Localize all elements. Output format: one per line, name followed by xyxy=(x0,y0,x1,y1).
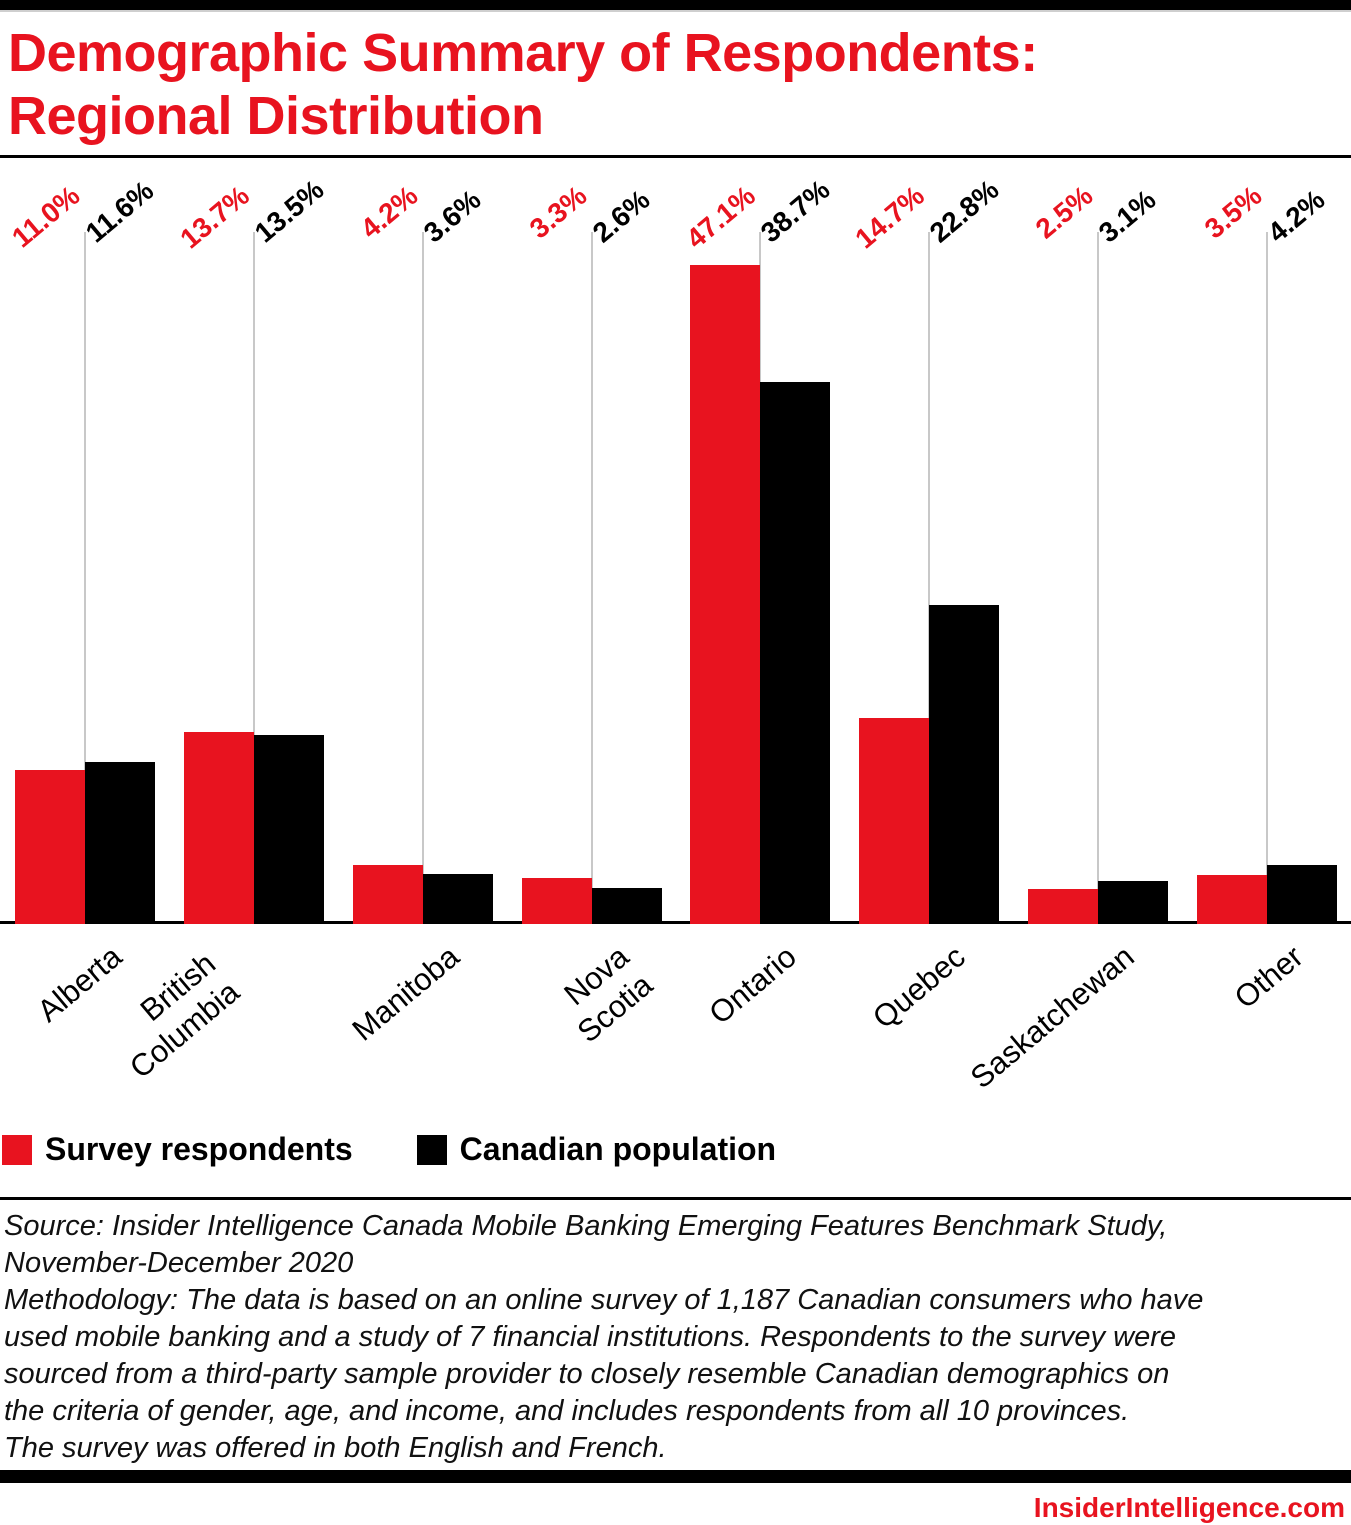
bar-population-alberta xyxy=(85,762,155,924)
x-axis-line xyxy=(0,921,1351,924)
value-label-survey-saskatchewan: 2.5% xyxy=(1029,179,1099,245)
x-label-ontario: Ontario xyxy=(702,938,804,1031)
value-label-population-ontario: 38.7% xyxy=(754,173,836,249)
legend-item-survey: Survey respondents xyxy=(2,1131,353,1168)
source-line: The survey was offered in both English a… xyxy=(4,1432,667,1464)
value-label-survey-ontario: 47.1% xyxy=(679,179,761,255)
top-black-bar xyxy=(0,0,1351,10)
bar-population-saskatchewan xyxy=(1098,881,1168,924)
bar-chart-plot-area: 11.0% 11.6% Alberta 13.7% 13.5% British Colum… xyxy=(0,173,1351,1096)
gridline-alberta xyxy=(84,232,86,924)
legend-label-population: Canadian population xyxy=(459,1131,777,1167)
x-label-quebec: Quebec xyxy=(866,938,973,1036)
top-bar-shadow xyxy=(0,10,1351,12)
page-title-line2: Regional Distribution xyxy=(8,86,544,146)
page-title-line1: Demographic Summary of Respondents: xyxy=(8,23,1038,83)
bar-survey-manitoba xyxy=(353,865,423,924)
x-label-saskatchewan: Saskatchewan xyxy=(964,938,1142,1096)
source-line: sourced from a third-party sample provid… xyxy=(4,1358,1170,1390)
value-label-population-quebec: 22.8% xyxy=(923,173,1005,249)
source-line: November-December 2020 xyxy=(4,1247,354,1279)
value-label-survey-quebec: 14.7% xyxy=(848,179,930,255)
value-label-population-saskatchewan: 3.1% xyxy=(1092,183,1162,249)
legend-swatch-black xyxy=(416,1134,447,1165)
bar-survey-ontario xyxy=(690,265,760,924)
brand-link[interactable]: InsiderIntelligence.com xyxy=(1033,1492,1345,1523)
bar-population-nova-scotia xyxy=(592,888,662,924)
value-label-survey-nova-scotia: 3.3% xyxy=(523,179,593,245)
bar-survey-alberta xyxy=(15,770,85,924)
legend-item-population: Canadian population xyxy=(416,1131,777,1168)
x-label-nova-scotia: Nova Scotia xyxy=(557,938,659,1050)
gridline-british-columbia xyxy=(253,232,255,924)
legend-swatch-red xyxy=(2,1134,32,1165)
bar-survey-british-columbia xyxy=(184,732,254,924)
legend-label-survey: Survey respondents xyxy=(45,1131,353,1167)
source-line: the criteria of gender, age, and income,… xyxy=(4,1395,1130,1427)
bar-survey-saskatchewan xyxy=(1028,889,1098,924)
source-methodology-text: Source: Insider Intelligence Canada Mobi… xyxy=(4,1208,1203,1467)
x-label-other: Other xyxy=(1228,938,1311,1016)
bar-survey-quebec xyxy=(859,718,929,924)
legend-divider xyxy=(0,1197,1351,1200)
bar-population-british-columbia xyxy=(254,735,324,924)
value-label-population-nova-scotia: 2.6% xyxy=(586,183,656,249)
source-line: used mobile banking and a study of 7 fin… xyxy=(4,1321,1176,1353)
gridline-manitoba xyxy=(422,232,424,924)
gridline-quebec xyxy=(928,232,930,924)
value-label-survey-other: 3.5% xyxy=(1198,179,1268,245)
value-label-population-manitoba: 3.6% xyxy=(417,183,487,249)
source-line: Source: Insider Intelligence Canada Mobi… xyxy=(4,1210,1168,1242)
value-label-survey-alberta: 11.0% xyxy=(6,179,86,254)
bar-survey-nova-scotia xyxy=(522,878,592,924)
bar-population-ontario xyxy=(760,382,830,924)
x-label-manitoba: Manitoba xyxy=(345,938,467,1048)
bar-survey-other xyxy=(1197,875,1267,924)
bar-population-quebec xyxy=(929,605,999,924)
bar-population-other xyxy=(1267,865,1337,924)
gridline-nova-scotia xyxy=(591,232,593,924)
value-label-population-other: 4.2% xyxy=(1261,183,1331,249)
gridline-other xyxy=(1266,232,1268,924)
value-label-population-british-columbia: 13.5% xyxy=(248,173,330,249)
legend: Survey respondents Canadian population xyxy=(2,1131,776,1168)
title-divider xyxy=(0,155,1351,158)
value-label-population-alberta: 11.6% xyxy=(79,174,160,249)
value-label-survey-manitoba: 4.2% xyxy=(354,179,424,245)
bottom-black-bar xyxy=(0,1470,1351,1483)
source-line: Methodology: The data is based on an onl… xyxy=(4,1284,1204,1316)
page-title: Demographic Summary of Respondents: Regi… xyxy=(8,22,1338,148)
gridline-saskatchewan xyxy=(1097,232,1099,924)
value-label-survey-british-columbia: 13.7% xyxy=(173,179,255,255)
bar-population-manitoba xyxy=(423,874,493,924)
